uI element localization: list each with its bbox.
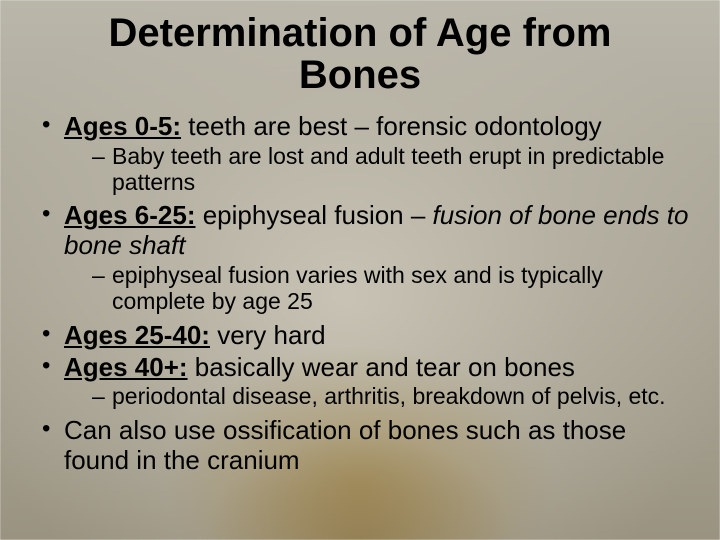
sub-bullet: Baby teeth are lost and adult teeth erup…: [92, 144, 692, 196]
bullet-ages-40-plus: Ages 40+: basically wear and tear on bon…: [42, 353, 692, 411]
sub-list: epiphyseal fusion varies with sex and is…: [64, 263, 692, 315]
sub-list: Baby teeth are lost and adult teeth erup…: [64, 144, 692, 196]
bullet-ages-25-40: Ages 25-40: very hard: [42, 321, 692, 351]
bullet-text: Ages 25-40: very hard: [64, 321, 692, 351]
bullet-text: Ages 40+: basically wear and tear on bon…: [64, 353, 692, 383]
bullet-label: Ages 40+:: [64, 352, 188, 382]
sub-bullet: periodontal disease, arthritis, breakdow…: [92, 384, 692, 410]
bullet-label: Ages 0-5:: [64, 111, 181, 141]
bullet-label: Ages 6-25:: [64, 200, 196, 230]
bullet-ossification: Can also use ossification of bones such …: [42, 416, 692, 476]
bullet-label: Ages 25-40:: [64, 320, 210, 350]
bullet-rest: very hard: [210, 320, 326, 350]
bullet-ages-0-5: Ages 0-5: teeth are best – forensic odon…: [42, 112, 692, 195]
bullet-list: Ages 0-5: teeth are best – forensic odon…: [28, 112, 692, 476]
sub-list: periodontal disease, arthritis, breakdow…: [64, 384, 692, 410]
bullet-rest: basically wear and tear on bones: [188, 352, 575, 382]
bullet-rest-plain: epiphyseal fusion –: [196, 200, 433, 230]
bullet-text: Can also use ossification of bones such …: [64, 416, 692, 476]
slide-title: Determination of Age from Bones: [68, 12, 652, 96]
bullet-rest: teeth are best – forensic odontology: [181, 111, 602, 141]
sub-bullet: epiphyseal fusion varies with sex and is…: [92, 263, 692, 315]
bullet-plain: Can also use ossification of bones such …: [64, 415, 626, 475]
bullet-text: Ages 6-25: epiphyseal fusion – fusion of…: [64, 201, 692, 261]
bullet-text: Ages 0-5: teeth are best – forensic odon…: [64, 112, 692, 142]
bullet-ages-6-25: Ages 6-25: epiphyseal fusion – fusion of…: [42, 201, 692, 314]
slide: Determination of Age from Bones Ages 0-5…: [0, 0, 720, 540]
